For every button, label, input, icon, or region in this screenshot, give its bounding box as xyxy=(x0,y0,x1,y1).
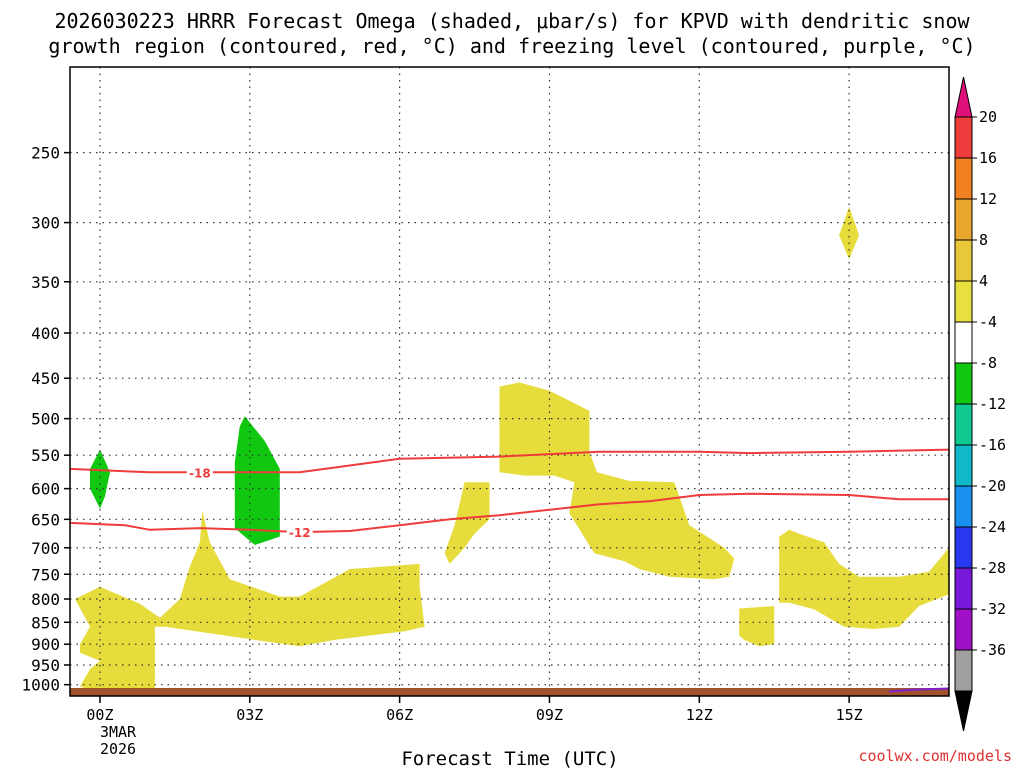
y-tick-label-1000: 1000 xyxy=(21,676,60,695)
chart-title-line2: growth region (contoured, red, °C) and f… xyxy=(48,34,975,58)
contour-line-2 xyxy=(889,687,950,693)
colorbar-label-1: 16 xyxy=(979,149,997,167)
colorbar-swatch-12 xyxy=(954,608,973,651)
colorbar-label-11: -28 xyxy=(979,559,1006,577)
contour-label-1: -12 xyxy=(289,526,311,540)
colorbar-label-10: -24 xyxy=(979,518,1006,536)
y-tick-label-550: 550 xyxy=(31,446,60,465)
x-tick-label-12Z: 12Z xyxy=(686,706,713,724)
y-tick-label-600: 600 xyxy=(31,480,60,499)
date-label-day: 3MAR xyxy=(100,723,137,741)
y-tick-label-350: 350 xyxy=(31,273,60,292)
colorbar-label-6: -8 xyxy=(979,354,997,372)
colorbar-swatch-13 xyxy=(954,649,973,692)
contour-line-0 xyxy=(69,448,950,474)
x-tick-label-09Z: 09Z xyxy=(536,706,563,724)
colorbar-label-7: -12 xyxy=(979,395,1006,413)
colorbar-swatch-9 xyxy=(954,485,973,528)
colorbar-label-13: -36 xyxy=(979,641,1006,659)
x-tick-label-15Z: 15Z xyxy=(836,706,863,724)
colorbar-label-0: 20 xyxy=(979,108,997,126)
colorbar-swatch-7 xyxy=(954,403,973,446)
contour-label-bg-1 xyxy=(286,524,313,540)
source-credit: coolwx.com/models xyxy=(858,747,1012,765)
plot-area: -18 -12 xyxy=(69,66,950,697)
y-tick-label-650: 650 xyxy=(31,510,60,529)
colorbar-label-3: 8 xyxy=(979,231,988,249)
y-tick-label-300: 300 xyxy=(31,214,60,233)
y-tick-label-450: 450 xyxy=(31,369,60,388)
colorbar-swatch-5 xyxy=(954,321,973,364)
colorbar-label-9: -20 xyxy=(979,477,1006,495)
colorbar-swatch-11 xyxy=(954,567,973,610)
surface-ground-band xyxy=(70,688,949,696)
colorbar-swatch-4 xyxy=(954,280,973,323)
colorbar-swatch-1 xyxy=(954,157,973,200)
y-tick-label-750: 750 xyxy=(31,565,60,584)
omega-positive-region-3 xyxy=(739,606,775,647)
contour-label-bg-0 xyxy=(186,464,213,480)
colorbar-label-2: 12 xyxy=(979,190,997,208)
omega-negative-region-0 xyxy=(90,449,110,509)
y-tick-label-700: 700 xyxy=(31,539,60,558)
omega-positive-region-0 xyxy=(75,510,425,695)
omega-positive-region-4 xyxy=(779,529,949,629)
omega-positive-region-5 xyxy=(839,206,860,260)
colorbar: 20 16 12 8 4 -4 -8 -12 -16 -20 -24 -28 -32 -36 xyxy=(954,76,1006,732)
colorbar-label-5: -4 xyxy=(979,313,997,331)
x-tick-label-00Z: 00Z xyxy=(86,706,113,724)
omega-negative-region-1 xyxy=(234,416,280,545)
colorbar-swatch-6 xyxy=(954,362,973,405)
colorbar-swatch-2 xyxy=(954,198,973,241)
colorbar-swatch-10 xyxy=(954,526,973,569)
colorbar-label-12: -32 xyxy=(979,600,1006,618)
grid-lines xyxy=(70,67,949,696)
chart-title-line1: 2026030223 HRRR Forecast Omega (shaded, … xyxy=(54,9,970,33)
contour-line-1 xyxy=(69,492,949,534)
colorbar-label-8: -16 xyxy=(979,436,1006,454)
plot-border xyxy=(69,66,950,697)
y-tick-label-500: 500 xyxy=(31,410,60,429)
y-tick-label-250: 250 xyxy=(31,144,60,163)
colorbar-swatch-0 xyxy=(954,116,973,159)
omega-positive-region-2 xyxy=(499,382,735,580)
y-tick-label-400: 400 xyxy=(31,324,60,343)
colorbar-label-4: 4 xyxy=(979,272,988,290)
colorbar-bottom-arrow xyxy=(954,690,973,732)
colorbar-top-arrow xyxy=(954,76,973,118)
omega-positive-region-1 xyxy=(444,482,490,564)
y-tick-label-900: 900 xyxy=(31,635,60,654)
y-tick-label-850: 850 xyxy=(31,613,60,632)
x-tick-label-06Z: 06Z xyxy=(386,706,413,724)
y-axis-ticks: 250 300 350 400 450 500 550 600 650 700 750 800 850 9… xyxy=(21,144,70,695)
temperature-contours: -18 -12 xyxy=(69,448,950,693)
y-tick-label-800: 800 xyxy=(31,590,60,609)
colorbar-swatch-3 xyxy=(954,239,973,282)
y-tick-label-950: 950 xyxy=(31,656,60,675)
omega-shaded-regions xyxy=(75,206,949,695)
x-axis-ticks: 00Z 03Z 06Z 09Z 12Z 15Z xyxy=(86,696,863,724)
x-axis-label: Forecast Time (UTC) xyxy=(401,748,618,768)
contour-label-0: -18 xyxy=(189,466,211,480)
date-label-year: 2026 xyxy=(100,740,136,758)
x-tick-label-03Z: 03Z xyxy=(236,706,263,724)
colorbar-swatch-8 xyxy=(954,444,973,487)
